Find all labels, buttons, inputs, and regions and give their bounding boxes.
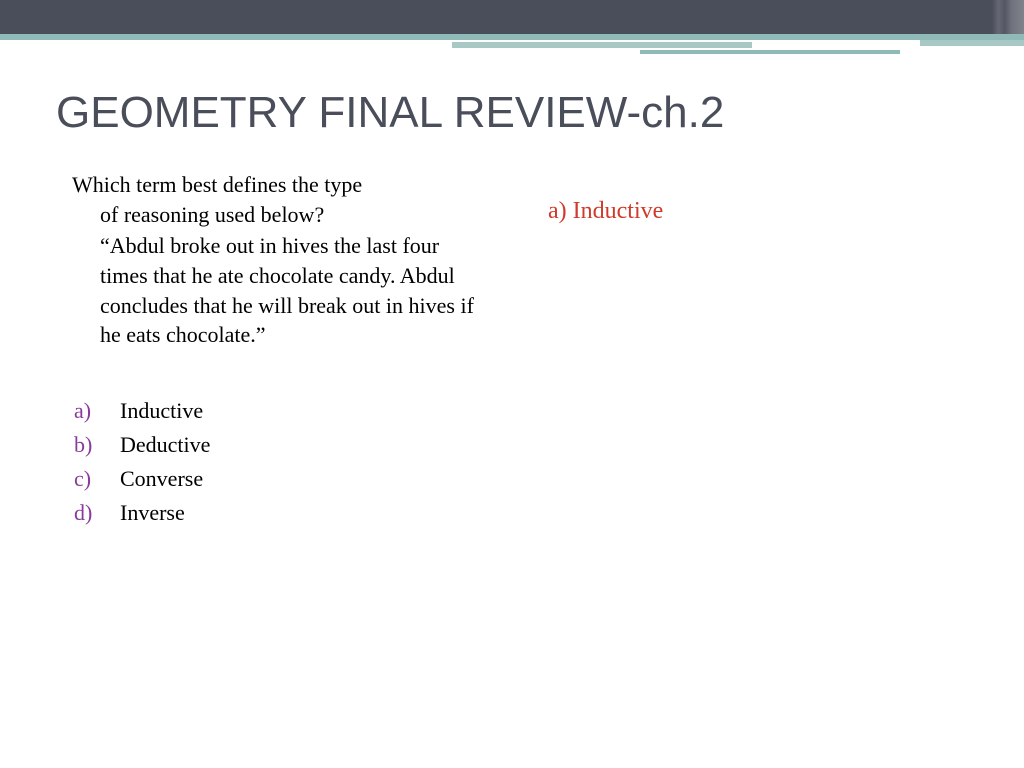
option-letter-a: a) — [72, 394, 120, 428]
top-bar-teal — [0, 34, 1024, 40]
option-a: a) Inductive — [72, 394, 482, 428]
accent-stripe-1 — [452, 42, 752, 48]
top-bar-dark — [0, 0, 1024, 34]
option-c: c) Converse — [72, 462, 482, 496]
slide: GEOMETRY FINAL REVIEW-ch.2 Which term be… — [0, 0, 1024, 768]
question-line1: Which term best defines the type — [72, 170, 482, 200]
option-letter-d: d) — [72, 496, 120, 530]
question-text: Which term best defines the type of reas… — [72, 170, 482, 229]
options-list: a) Inductive b) Deductive c) Converse d)… — [72, 394, 482, 530]
option-text-b: Deductive — [120, 428, 210, 462]
question-line2: of reasoning used below? — [72, 200, 482, 230]
answer-text: a) Inductive — [548, 198, 663, 225]
option-d: d) Inverse — [72, 496, 482, 530]
option-text-a: Inductive — [120, 394, 203, 428]
option-letter-c: c) — [72, 462, 120, 496]
option-letter-b: b) — [72, 428, 120, 462]
top-bar-fade — [992, 0, 1024, 34]
accent-stripe-3 — [920, 40, 1024, 46]
question-block: Which term best defines the type of reas… — [72, 170, 482, 531]
question-quote: “Abdul broke out in hives the last four … — [72, 231, 482, 350]
accent-stripe-2 — [640, 50, 900, 54]
option-text-c: Converse — [120, 462, 203, 496]
option-b: b) Deductive — [72, 428, 482, 462]
option-text-d: Inverse — [120, 496, 185, 530]
slide-title: GEOMETRY FINAL REVIEW-ch.2 — [56, 88, 724, 138]
